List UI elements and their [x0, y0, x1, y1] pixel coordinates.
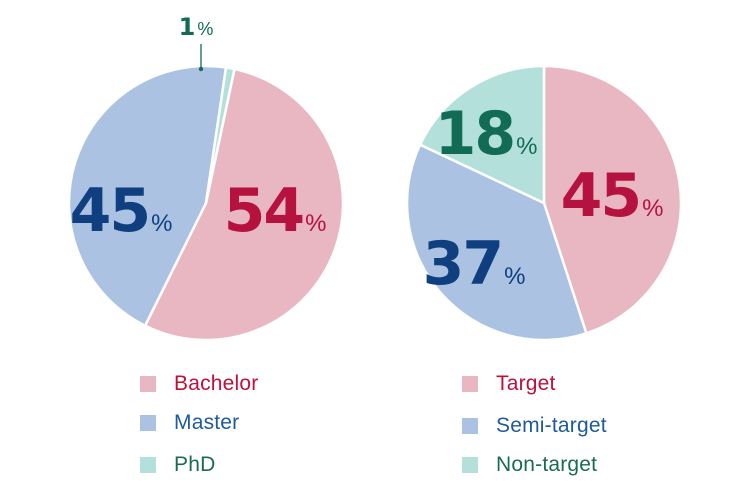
legend-item-bachelor: Bachelor — [140, 372, 258, 396]
legend-swatch-phd — [140, 457, 156, 473]
legend-label-semi-target: Semi-target — [496, 414, 607, 437]
slice-bachelor — [143, 67, 345, 342]
value-label-phd: 1% — [179, 13, 214, 41]
legend-item-non-target: Non-target — [462, 453, 597, 477]
value-label-semi-target: 37% — [423, 229, 526, 299]
legend-swatch-master — [140, 415, 156, 431]
value-label-non-target: 18% — [435, 99, 538, 169]
leader-dot-phd — [198, 66, 204, 72]
slice-non-target — [418, 64, 546, 205]
legend-swatch-non-target — [462, 457, 478, 473]
legend-item-master: Master — [140, 411, 239, 435]
slice-target — [542, 64, 683, 335]
value-label-bachelor: 54% — [224, 176, 327, 246]
legend-swatch-bachelor — [140, 376, 156, 392]
legend-label-phd: PhD — [174, 453, 216, 476]
legend-item-target: Target — [462, 372, 556, 396]
slice-semi-target — [405, 143, 588, 342]
value-label-master: 45% — [70, 176, 173, 246]
legend-label-non-target: Non-target — [496, 453, 598, 476]
legend-swatch-target — [462, 376, 478, 392]
pie-chart-school-target: 45% 37% 18% — [405, 64, 683, 342]
slice-phd — [204, 66, 236, 204]
legend-label-master: Master — [174, 411, 240, 434]
slice-master — [67, 64, 228, 328]
legend-item-semi-target: Semi-target — [462, 414, 607, 438]
value-label-target: 45% — [561, 161, 664, 231]
legend-label-target: Target — [496, 372, 556, 395]
legend-item-phd: PhD — [140, 453, 215, 477]
legend-label-bachelor: Bachelor — [174, 372, 259, 395]
pie-chart-degree: 54% 45% 1% — [67, 13, 345, 342]
legend-swatch-semi-target — [462, 418, 478, 434]
